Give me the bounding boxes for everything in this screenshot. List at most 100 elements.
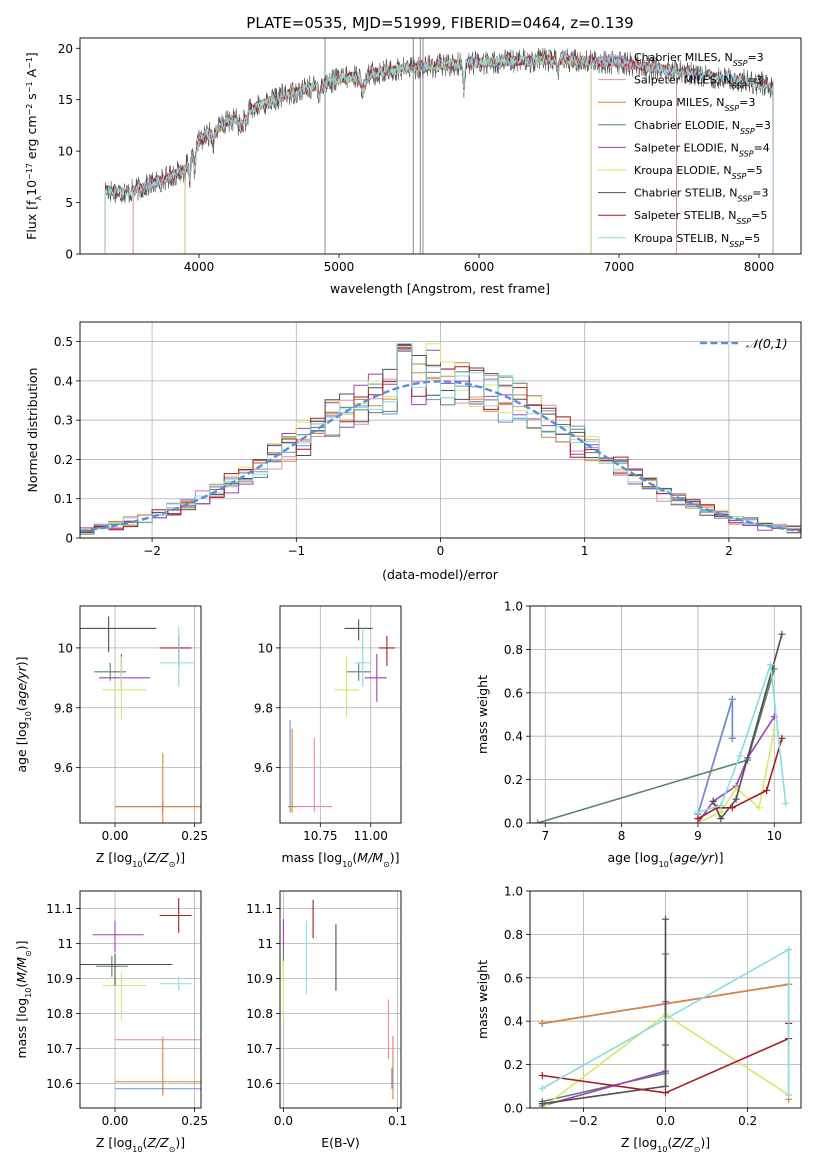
massweight-marker-salpeter_stelib: [728, 804, 736, 812]
legend-label: Salpeter STELIB, NSSP=5: [634, 209, 767, 226]
spectrum-line-salpeter_elodie: [184, 54, 592, 254]
massweight-marker-kroupa_stelib: [785, 946, 793, 954]
y-tick-label: 10.9: [246, 972, 273, 986]
y-tick-label: 1.0: [504, 885, 523, 899]
massweight-line-chabrier_elodie: [537, 668, 776, 823]
y-tick-label: 9.8: [54, 701, 73, 715]
x-tick-label: 11.00: [354, 829, 388, 843]
y-tick-label: 0.1: [54, 492, 73, 506]
y-tick-label: 0.2: [504, 773, 523, 787]
x-tick-label: −2: [143, 544, 161, 558]
mass_vs_ebv-panel: 0.0 0.1 10.6 10.7 10.8 10.9 11 11.1 E(B-V): [246, 890, 407, 1150]
massweight-marker-chabrier_miles: [728, 734, 736, 742]
massweight-marker-chabrier_stelib: [778, 630, 786, 638]
spectrum-line-chabrier_miles: [132, 53, 677, 254]
x-tick-label: 0.25: [181, 829, 208, 843]
massweight-marker-salpeter_stelib: [778, 734, 786, 742]
massweight-line-chabrier_stelib: [542, 919, 667, 1105]
x-axis-label: mass [log10(M/M⊙)]: [281, 850, 399, 869]
chart-title: PLATE=0535, MJD=51999, FIBERID=0464, z=0…: [246, 14, 633, 32]
massweight-marker-salpeter_stelib: [763, 786, 771, 794]
axes-frame: −2 −1 0 1 2 0 0.1 0.2 0.3 0.4 0.5 (data-model)/erro…: [25, 321, 802, 582]
axes-spine: [279, 605, 402, 824]
massweight-line-salpeter_elodie: [697, 716, 775, 823]
y-tick-label: 0.4: [504, 730, 523, 744]
x-tick-label: 8: [618, 829, 626, 843]
axes-frame: 0.00 0.25 9.6 9.8 10 Z [log10(Z/Z⊙)] age [log1…: [14, 605, 208, 869]
massweight-marker-chabrier_stelib: [709, 797, 717, 805]
x-tick-label: 7000: [604, 260, 635, 274]
massweight-marker-chabrier_miles: [728, 695, 736, 703]
y-tick-label: 0.8: [504, 928, 523, 942]
y-tick-label: 0.4: [504, 1015, 523, 1029]
massweight-marker-kroupa_elodie: [755, 804, 763, 812]
y-tick-label: 11: [58, 937, 73, 951]
y-tick-label: 10.6: [46, 1077, 73, 1091]
x-tick-label: 0.0: [656, 1114, 675, 1128]
age_vs_Z-panel: 0.00 0.25 9.6 9.8 10 Z [log10(Z/Z⊙)] age [log1…: [14, 605, 208, 869]
massweight_vs_age-panel: 7 8 9 10 0.0 0.2 0.4 0.6 0.8 1.0 age [log10(age/yr…: [475, 600, 802, 869]
y-axis-label: Flux [fλ10−17 erg cm−2 s−1 A−1]: [24, 52, 43, 240]
legend-label-gaussian: 𝒩(0,1): [746, 336, 788, 351]
x-tick-label: 7: [541, 829, 549, 843]
massweight-marker-chabrier_elodie: [534, 819, 542, 823]
y-tick-label: 15: [58, 93, 73, 107]
y-tick-label: 11.1: [46, 902, 73, 916]
plot-area: [288, 619, 395, 813]
spectrum-line-kroupa_stelib: [104, 54, 774, 254]
y-tick-label: 10: [258, 641, 273, 655]
y-tick-label: 0.8: [504, 643, 523, 657]
spectrum-line-kroupa_elodie: [184, 53, 592, 254]
axes-frame: 10.75 11.00 9.6 9.8 10 mass [log10(M/M⊙)]: [254, 605, 402, 869]
axes-spine: [79, 37, 802, 255]
x-axis-label: Z [log10(Z/Z⊙)]: [621, 1135, 710, 1154]
x-tick-label: 0.00: [102, 1114, 129, 1128]
grid: [280, 606, 401, 823]
plot-area: [538, 915, 793, 1108]
y-tick-label: 10: [58, 145, 73, 159]
plot-area: [534, 630, 790, 823]
plot-area: [80, 616, 201, 823]
x-tick-label: 9: [694, 829, 702, 843]
massweight-line-chabrier_miles: [697, 699, 734, 815]
y-tick-label: 9.6: [254, 761, 273, 775]
x-tick-label: −0.2: [569, 1114, 598, 1128]
y-axis-label: mass weight: [475, 960, 490, 1039]
x-tick-label: 0.1: [388, 1114, 407, 1128]
x-tick-label: 1: [581, 544, 589, 558]
y-tick-label: 0: [65, 248, 73, 262]
x-tick-label: 0: [437, 544, 445, 558]
gaussian-curve: [80, 380, 801, 533]
massweight-marker-salpeter_stelib: [694, 815, 702, 823]
x-tick-label: 6000: [464, 260, 495, 274]
massweight-marker-kroupa_stelib: [766, 661, 774, 669]
massweight-marker-chabrier_stelib: [662, 1041, 669, 1049]
legend-label: Chabrier MILES, NSSP=3: [634, 51, 764, 68]
x-axis-label: age [log10(age/yr)]: [607, 850, 723, 869]
mass_vs_Z-panel: 0.00 0.25 10.6 10.7 10.8 10.9 11 11.1 Z [log10(Z…: [14, 890, 208, 1154]
y-tick-label: 0.6: [504, 971, 523, 985]
axes-frame: 7 8 9 10 0.0 0.2 0.4 0.6 0.8 1.0 age [log10(age/yr…: [475, 600, 802, 869]
x-axis-label: E(B-V): [321, 1135, 360, 1150]
x-tick-label: 5000: [324, 260, 355, 274]
y-tick-label: 10.7: [46, 1042, 73, 1056]
axes-spine: [279, 890, 402, 1109]
x-tick-label: 2: [725, 544, 733, 558]
x-tick-label: 0.0: [274, 1114, 293, 1128]
massweight-marker-chabrier_stelib: [662, 915, 669, 923]
axes-frame: 0.0 0.1 10.6 10.7 10.8 10.9 11 11.1 E(B-V): [246, 890, 407, 1150]
x-axis-label: (data-model)/error: [382, 567, 499, 582]
legend-label: Salpeter ELODIE, NSSP=4: [634, 141, 770, 158]
y-tick-label: 10.8: [46, 1007, 73, 1021]
grid: [80, 606, 201, 823]
y-tick-label: 0.2: [54, 453, 73, 467]
legend-label: Chabrier ELODIE, NSSP=3: [634, 119, 771, 136]
grid: [80, 891, 201, 1108]
age_vs_mass-panel: 10.75 11.00 9.6 9.8 10 mass [log10(M/M⊙)]: [254, 605, 402, 869]
x-axis-label: wavelength [Angstrom, rest frame]: [330, 281, 550, 296]
massweight-marker-kroupa_miles: [538, 1019, 546, 1027]
x-tick-label: 4000: [184, 260, 215, 274]
axes-frame: 0.00 0.25 10.6 10.7 10.8 10.9 11 11.1 Z [log10(Z…: [14, 890, 208, 1154]
y-tick-label: 10.9: [46, 972, 73, 986]
massweight-marker-kroupa_stelib: [717, 802, 725, 810]
